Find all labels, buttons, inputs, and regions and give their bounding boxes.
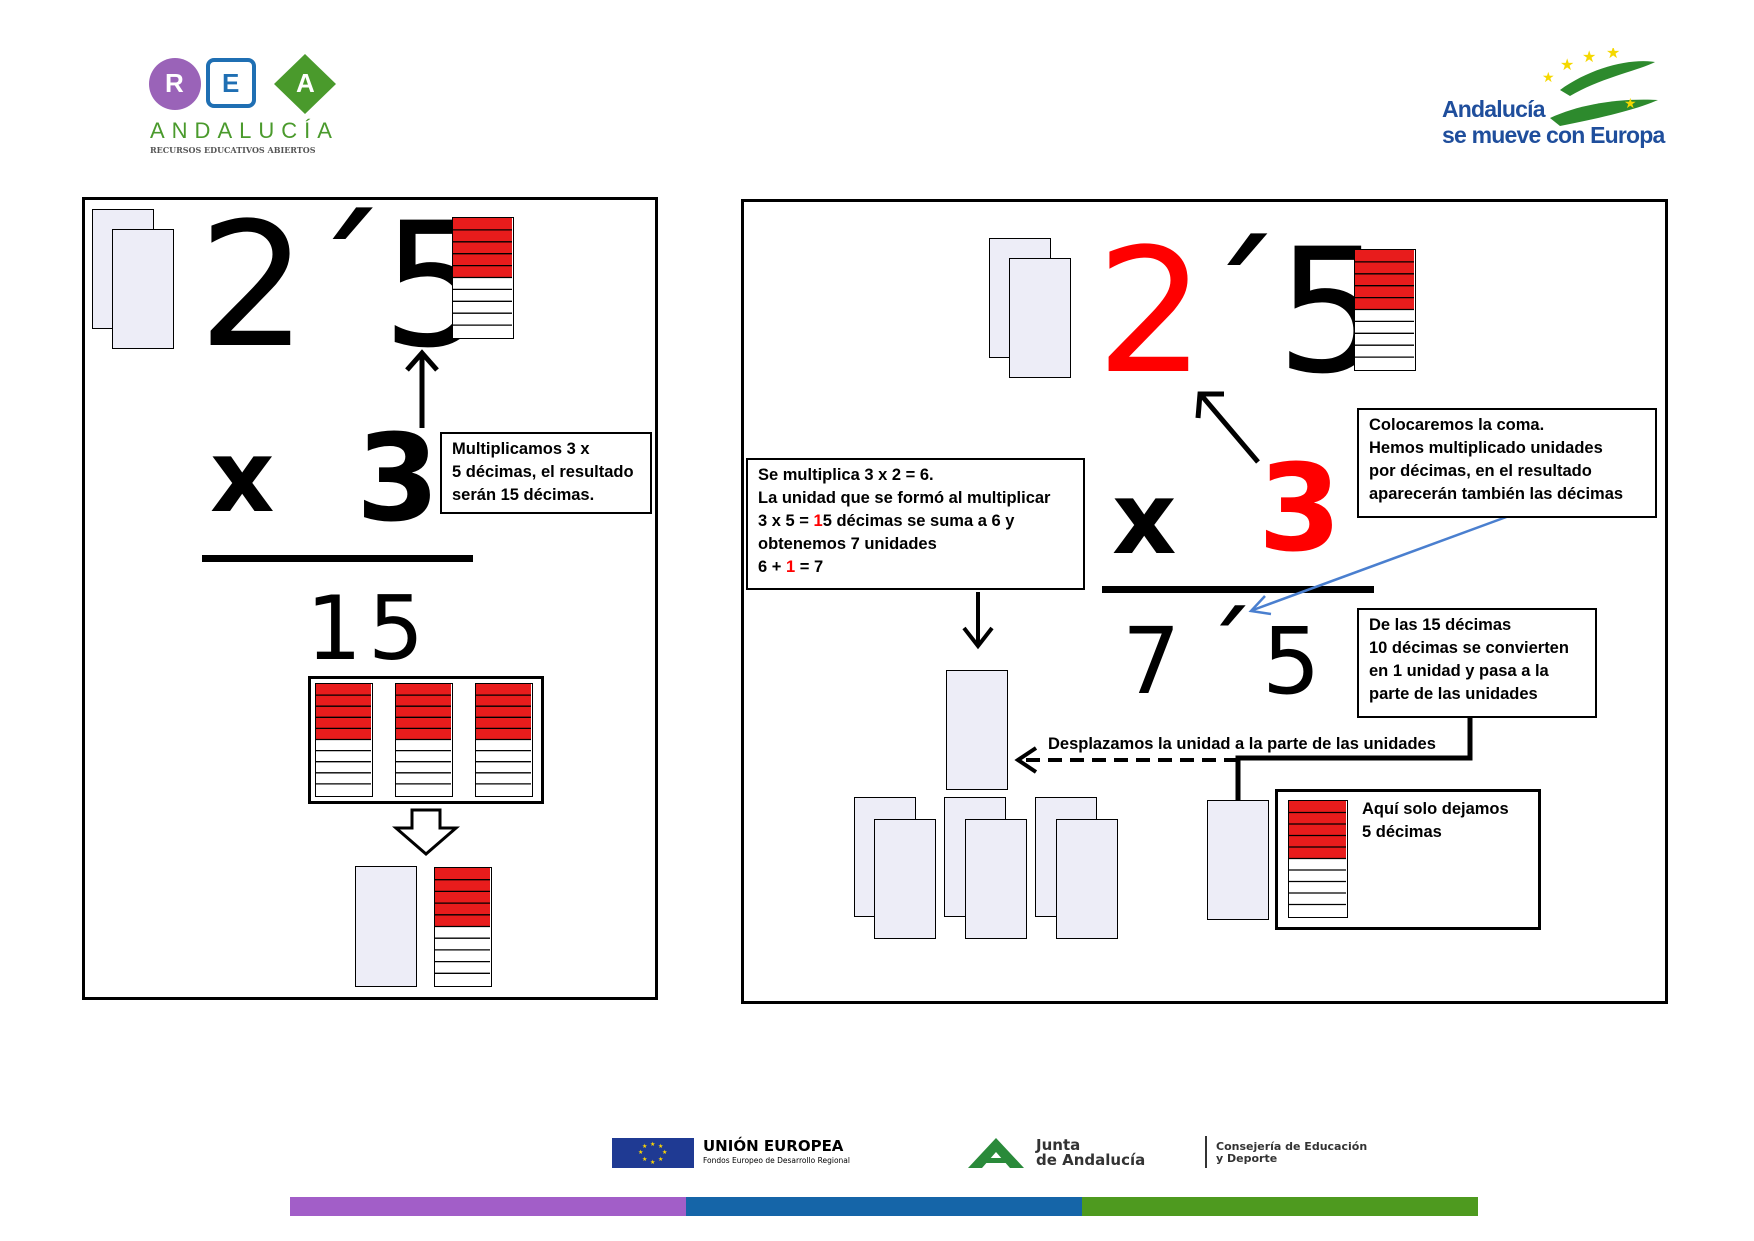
footer-stripe-blue: [686, 1197, 1082, 1216]
consejeria-line-2: y Deporte: [1216, 1152, 1278, 1165]
note-line: serán 15 décimas.: [452, 486, 595, 504]
result-tenths: 5: [1262, 608, 1321, 715]
remaining-note-text: Aquí solo dejamos 5 décimas: [1362, 798, 1509, 844]
svg-text:★: ★: [1624, 95, 1637, 111]
note-line: obtenemos 7 unidades: [758, 535, 937, 553]
down-arrow-icon: [392, 808, 460, 856]
note-line: Hemos multiplicado unidades: [1369, 439, 1603, 457]
junta-logo-icon: [968, 1138, 1024, 1168]
unit-card: [1009, 258, 1071, 378]
svg-text:★: ★: [642, 1143, 647, 1150]
tenths-strip: [315, 683, 373, 797]
note-line: 5 décimas: [1362, 823, 1442, 841]
result-unit-card: [355, 866, 417, 987]
svg-text:★: ★: [1606, 48, 1620, 62]
svg-text:★: ★: [658, 1143, 663, 1150]
left-top-number: 2´5: [198, 185, 491, 386]
tenths-strip: [475, 683, 533, 797]
svg-text:★: ★: [1560, 57, 1574, 74]
right-sum-line: [1102, 586, 1374, 593]
right-note-decimals: De las 15 décimas 10 décimas se conviert…: [1357, 608, 1597, 718]
note-line: 6 + 1 = 7: [758, 558, 824, 576]
rea-letter-e: E: [222, 68, 240, 98]
down-arrow-icon: [962, 592, 994, 650]
eu-title: UNIÓN EUROPEA: [703, 1137, 844, 1155]
left-partial-result: 15: [306, 577, 430, 680]
note-line: 3 x 5 = 15 décimas se suma a 6 y: [758, 512, 1015, 530]
right-top-units: 2: [1096, 211, 1206, 412]
moved-unit-card: [946, 670, 1008, 790]
up-arrow-icon: [405, 349, 439, 428]
left-multiplier: 3: [356, 410, 440, 549]
right-note-comma: Colocaremos la coma. Hemos multiplicado …: [1357, 408, 1657, 518]
footer-divider: [1205, 1136, 1207, 1168]
junta-line-2: de Andalucía: [1036, 1151, 1146, 1169]
right-top-rest: ´5: [1196, 211, 1385, 412]
tenths-strip: [434, 867, 492, 987]
note-line: De las 15 décimas: [1369, 616, 1512, 634]
tenths-strip: [395, 683, 453, 797]
svg-text:★: ★: [638, 1149, 643, 1156]
note-line: parte de las unidades: [1369, 685, 1538, 703]
rea-subtitle: RECURSOS EDUCATIVOS ABIERTOS: [150, 145, 316, 155]
svg-text:★: ★: [1542, 69, 1555, 85]
svg-text:★: ★: [650, 1141, 655, 1148]
svg-text:★: ★: [662, 1149, 667, 1156]
andalucia-europa-logo: ★ ★ ★ ★ ★ Andalucía se mueve con Europa: [1440, 48, 1665, 158]
consejeria-line-1: Consejería de Educación: [1216, 1140, 1368, 1153]
svg-text:★: ★: [642, 1156, 647, 1163]
result-units: 7: [1122, 608, 1181, 715]
note-line: en 1 unidad y pasa a la: [1369, 662, 1549, 680]
note-line: aparecerán también las décimas: [1369, 485, 1624, 503]
right-multiplier: 3: [1258, 440, 1342, 579]
left-note-multiply: Multiplicamos 3 x 5 décimas, el resultad…: [440, 432, 652, 514]
note-line: Se multiplica 3 x 2 = 6.: [758, 466, 934, 484]
note-line: La unidad que se formó al multiplicar: [758, 489, 1051, 507]
europe-line-1: Andalucía: [1442, 96, 1546, 122]
note-line: Colocaremos la coma.: [1369, 416, 1545, 434]
note-line: Multiplicamos 3 x: [452, 440, 590, 458]
rea-andalucia-logo: R E A ANDALUCÍA RECURSOS EDUCATIVOS ABIE…: [140, 50, 340, 160]
tenths-strip: [452, 217, 514, 339]
unit-card: [1056, 819, 1118, 939]
tenths-strip: [1354, 249, 1416, 371]
unit-card: [965, 819, 1027, 939]
svg-text:★: ★: [658, 1156, 663, 1163]
left-sum-line: [202, 555, 473, 562]
dashed-move-arrow-icon: [1014, 718, 1473, 800]
andalucia-flag-icon: ★ ★ ★ ★ ★: [1542, 48, 1658, 126]
note-line: 5 décimas, el resultado: [452, 463, 634, 481]
eu-subtitle: Fondos Europeo de Desarrollo Regional: [703, 1156, 850, 1165]
source-unit-card: [1207, 800, 1269, 920]
right-note-multiply: Se multiplica 3 x 2 = 6. La unidad que s…: [746, 458, 1085, 590]
footer-stripe-green: [1082, 1197, 1478, 1216]
note-line: por décimas, en el resultado: [1369, 462, 1592, 480]
left-times-sign: x: [210, 418, 275, 535]
unit-card: [874, 819, 936, 939]
blue-pointer-arrow-icon: [1248, 514, 1510, 616]
diagonal-arrow-icon: [1195, 391, 1260, 464]
result-comma: ´: [1200, 591, 1255, 719]
europe-line-2: se mueve con Europa: [1442, 122, 1665, 148]
eu-flag-icon: ★ ★ ★ ★ ★ ★ ★ ★: [612, 1138, 694, 1168]
note-line: Aquí solo dejamos: [1362, 800, 1509, 818]
tenths-group: [308, 676, 544, 804]
rea-logo-icon: [149, 54, 336, 114]
junta-line-1: Junta: [1036, 1136, 1081, 1154]
note-line: 10 décimas se convierten: [1369, 639, 1569, 657]
rea-letter-r: R: [165, 68, 184, 98]
rea-letter-a: A: [296, 68, 315, 98]
unit-card: [112, 229, 174, 349]
svg-text:★: ★: [650, 1159, 655, 1166]
move-label: Desplazamos la unidad a la parte de las …: [1048, 735, 1436, 754]
footer-stripe-purple: [290, 1197, 686, 1216]
svg-text:★: ★: [1582, 49, 1596, 66]
right-times-sign: x: [1112, 460, 1177, 577]
tenths-strip: [1288, 800, 1348, 918]
rea-name: ANDALUCÍA: [150, 118, 339, 143]
